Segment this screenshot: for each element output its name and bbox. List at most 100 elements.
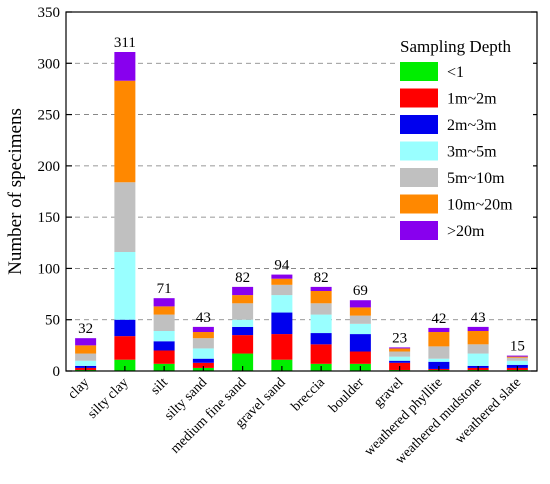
legend-swatch <box>400 141 438 161</box>
legend-label: 10m~20m <box>447 197 513 214</box>
bar-segment <box>114 252 136 320</box>
bar-segment <box>506 360 528 365</box>
bar-segment <box>506 357 528 361</box>
bar-segment <box>192 332 214 339</box>
bar-total-label: 82 <box>314 270 329 286</box>
y-tick-label: 250 <box>38 108 61 124</box>
y-tick-label: 200 <box>38 159 61 175</box>
bar-segment <box>506 356 528 358</box>
bar-segment <box>389 348 411 352</box>
plot-frame <box>65 11 538 372</box>
bar-segment <box>428 327 450 333</box>
bar-segment <box>114 182 136 253</box>
bar-segment <box>271 359 293 371</box>
legend: Sampling Depth <1 1m~2m 2m~3m 3m~5m 5m~10m 10… <box>395 28 533 240</box>
y-tick-label: 150 <box>38 210 61 226</box>
bar-segment <box>349 351 371 364</box>
bar-segment <box>428 332 450 347</box>
y-tick-label: 0 <box>53 364 61 380</box>
bar-total-label: 15 <box>510 339 525 355</box>
bar-total-label: 71 <box>157 281 172 297</box>
bar-total-label: 43 <box>471 310 486 326</box>
grid-lines <box>66 62 537 321</box>
bar-segment <box>192 348 214 359</box>
bar-segment <box>153 350 175 364</box>
bar-total-label: 23 <box>392 330 407 346</box>
x-tick-label: clay <box>65 375 92 402</box>
legend-label: 3m~5m <box>447 144 497 161</box>
legend-items: <1 1m~2m 2m~3m 3m~5m 5m~10m 10m~20m >20m <box>400 62 513 240</box>
bar-segment <box>232 303 254 320</box>
bar-segment <box>271 278 293 285</box>
x-tick-label: breccia <box>289 375 329 415</box>
bar-segment <box>389 351 411 357</box>
bar-segment <box>428 361 450 369</box>
bar-total-label: 42 <box>431 311 446 327</box>
bar-segment <box>428 358 450 362</box>
bar-segment <box>467 344 489 354</box>
bar-segment <box>232 335 254 354</box>
bar-segment <box>467 330 489 345</box>
bar-segment <box>310 303 332 315</box>
bar-segment <box>389 360 411 363</box>
bar-segment <box>153 306 175 315</box>
total-labels: 32 311 71 43 82 94 82 69 23 42 43 15 <box>78 35 525 355</box>
bar-segment <box>232 319 254 327</box>
legend-label: 1m~2m <box>447 91 497 108</box>
bar-total-label: 32 <box>78 321 93 337</box>
bar-segment <box>271 295 293 313</box>
legend-swatch <box>400 88 438 108</box>
bar-segment <box>75 360 97 366</box>
bar-segment <box>349 334 371 352</box>
bar-segment <box>114 80 136 183</box>
bar-segment <box>467 353 489 366</box>
bar-segment <box>114 359 136 371</box>
legend-swatch <box>400 62 438 81</box>
bar-segment <box>310 333 332 345</box>
bar-segment <box>271 274 293 279</box>
bar-segment <box>153 341 175 351</box>
bars <box>75 52 528 371</box>
bar-segment <box>310 344 332 364</box>
bar-segment <box>75 345 97 354</box>
bar-total-label: 94 <box>274 258 290 274</box>
legend-swatch <box>400 168 438 187</box>
x-tick-label: gravel <box>371 375 406 410</box>
bar-total-label: 43 <box>196 310 211 326</box>
bar-segment <box>428 346 450 359</box>
bar-segment <box>271 284 293 296</box>
y-axis: 0 50 100 150 200 250 300 350 <box>38 5 537 380</box>
bar-segment <box>349 300 371 308</box>
bar-segment <box>114 319 136 337</box>
x-tick-label: silt <box>148 375 171 398</box>
y-axis-label: Number of specimens <box>5 108 26 275</box>
y-tick-label: 300 <box>38 56 61 72</box>
legend-swatch <box>400 194 438 214</box>
bar-segment <box>232 286 254 296</box>
bar-segment <box>310 286 332 291</box>
y-tick-label: 50 <box>45 313 60 329</box>
bar-segment <box>232 353 254 371</box>
bar-segment <box>349 307 371 316</box>
bar-segment <box>114 336 136 360</box>
bar-segment <box>349 323 371 335</box>
bar-segment <box>75 353 97 361</box>
legend-swatch <box>400 221 438 240</box>
bar-segment <box>506 355 528 357</box>
bar-segment <box>153 298 175 307</box>
legend-swatch <box>400 115 438 134</box>
x-tick-label: silty clay <box>85 375 132 422</box>
bar-total-label: 311 <box>114 35 136 51</box>
legend-label: 5m~10m <box>447 170 505 187</box>
bar-segment <box>114 52 136 81</box>
bar-segment <box>389 347 411 349</box>
bar-segment <box>310 290 332 304</box>
bar-total-label: 69 <box>353 283 368 299</box>
bar-segment <box>271 312 293 335</box>
x-tick-label: boulder <box>326 375 367 416</box>
bar-segment <box>310 314 332 334</box>
bar-segment <box>271 334 293 360</box>
bar-total-label: 82 <box>235 270 250 286</box>
